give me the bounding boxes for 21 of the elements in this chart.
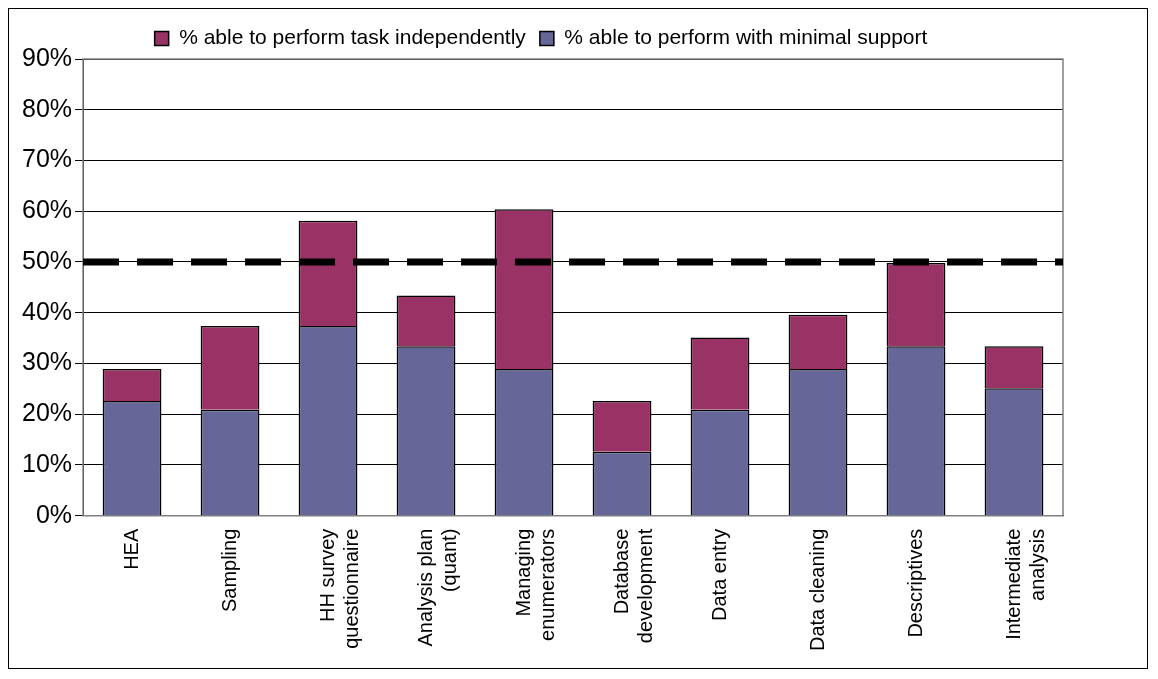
y-tick-label: 50%	[21, 245, 73, 274]
x-tick-label: Data cleaning	[805, 528, 828, 652]
y-tick-label: 40%	[21, 296, 73, 325]
y-tick-label: 30%	[21, 347, 73, 376]
x-tick-label: HEA	[119, 528, 142, 570]
y-tick-label: 20%	[21, 398, 73, 427]
y-tick-label: 80%	[21, 93, 73, 122]
legend-label: % able to perform with minimal support	[564, 25, 928, 49]
x-tick-label: Descriptives	[903, 528, 926, 638]
x-tick-label: Sampling	[217, 528, 240, 613]
x-tick-label: Analysis plan (quant)	[413, 528, 460, 647]
y-tick-label: 0%	[35, 499, 73, 528]
y-tick-label: 90%	[21, 42, 73, 71]
x-tick-label: Managing enumerators	[511, 528, 558, 641]
y-tick-label: 70%	[21, 144, 73, 173]
y-tick-label: 10%	[21, 448, 73, 477]
legend-label: % able to perform task independently	[179, 25, 527, 49]
x-tick-label: Intermediate analysis	[1001, 528, 1048, 640]
x-tick-label: Data entry	[707, 528, 730, 621]
x-tick-label: HH survey questionnaire	[315, 528, 362, 649]
y-tick-label: 60%	[21, 195, 73, 224]
